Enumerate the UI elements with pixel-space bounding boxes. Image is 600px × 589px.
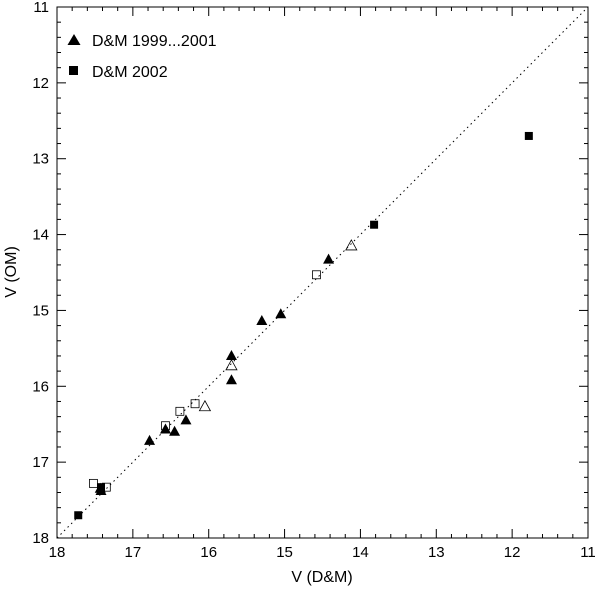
legend-marker-square [69, 66, 78, 75]
point-open-triangle [345, 239, 358, 251]
legend-marker-triangle [67, 34, 81, 45]
point-filled-triangle [180, 414, 192, 425]
point-filled-square [74, 511, 83, 520]
point-filled-triangle [323, 253, 335, 264]
legend-label-2: D&M 2002 [92, 64, 168, 81]
x-tick-label: 13 [428, 544, 445, 561]
point-filled-triangle [169, 425, 181, 436]
point-open-square [190, 399, 200, 409]
x-axis-title: V (D&M) [291, 569, 352, 586]
point-filled-square [370, 220, 379, 229]
ticks-layer [56, 6, 589, 539]
y-tick-label: 15 [32, 302, 49, 319]
x-tick-label: 12 [504, 544, 521, 561]
point-open-square [89, 478, 98, 488]
plot-frame [56, 6, 589, 539]
y-tick-label: 14 [32, 227, 49, 244]
identity-line-layer [56, 6, 589, 539]
legend: D&M 1999...2001 D&M 2002 [67, 33, 217, 81]
x-tick-labels: 18 17 16 15 14 13 12 11 [49, 544, 596, 561]
y-tick-label: 13 [32, 151, 49, 168]
x-tick-label: 14 [352, 544, 369, 561]
legend-label-1: D&M 1999...2001 [92, 33, 217, 50]
point-filled-triangle [159, 423, 171, 434]
y-tick-labels: 11 12 13 14 15 16 17 18 [32, 0, 49, 547]
y-tick-label: 16 [32, 378, 49, 395]
point-filled-triangle [256, 315, 268, 326]
x-tick-label: 18 [49, 544, 66, 561]
y-tick-label: 18 [32, 530, 49, 547]
points-layer [74, 131, 533, 520]
x-tick-label: 11 [580, 544, 596, 561]
point-filled-triangle [275, 308, 287, 319]
point-open-square [175, 406, 185, 416]
point-filled-triangle [144, 434, 156, 445]
x-tick-label: 16 [200, 544, 217, 561]
point-open-square [161, 421, 170, 431]
point-open-triangle [198, 399, 212, 412]
y-axis-title: V (OM) [3, 246, 20, 298]
point-open-square [312, 270, 321, 280]
y-tick-label: 11 [33, 0, 49, 16]
y-tick-label: 12 [32, 75, 49, 92]
point-filled-square [96, 483, 105, 492]
x-tick-label: 15 [276, 544, 293, 561]
point-filled-triangle [225, 374, 237, 385]
point-open-triangle [225, 358, 238, 371]
point-open-square [101, 482, 111, 492]
x-tick-label: 17 [125, 544, 142, 561]
y-tick-label: 17 [32, 454, 49, 471]
point-filled-square [524, 131, 533, 140]
point-filled-triangle [225, 349, 237, 360]
identity-line [56, 6, 589, 539]
